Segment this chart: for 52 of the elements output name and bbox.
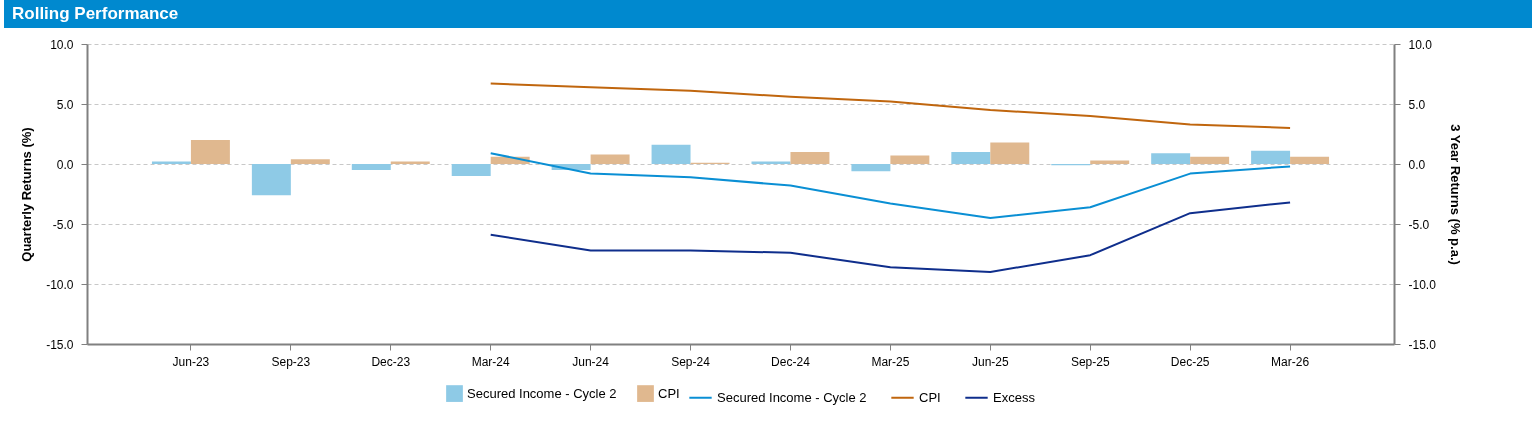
y-tick-label: -5.0 bbox=[52, 217, 74, 232]
x-tick-label: Dec-24 bbox=[771, 354, 811, 369]
x-tick-label: Sep-24 bbox=[671, 354, 711, 369]
x-tick-label: Jun-23 bbox=[172, 354, 210, 369]
line-series bbox=[489, 201, 1292, 273]
bar bbox=[890, 155, 930, 164]
bar bbox=[990, 142, 1030, 164]
y-tick-label: -10.0 bbox=[46, 277, 74, 292]
legend-label: CPI bbox=[919, 389, 941, 405]
y-axis-title: Quarterly Returns (%) bbox=[19, 127, 35, 262]
bar bbox=[1090, 160, 1130, 164]
legend-label: Secured Income - Cycle 2 bbox=[467, 385, 617, 401]
x-tick-label: Mar-24 bbox=[471, 354, 511, 369]
y2-axis-title: 3 Year Returns (% p.a.) bbox=[1447, 124, 1463, 265]
x-tick-label: Jun-24 bbox=[572, 354, 610, 369]
bar bbox=[290, 159, 330, 164]
y-tick-label: 10.0 bbox=[50, 37, 74, 52]
bar bbox=[1290, 156, 1330, 164]
legend-label: Secured Income - Cycle 2 bbox=[717, 389, 867, 405]
bar bbox=[790, 152, 830, 164]
y2-tick-label: -15.0 bbox=[1408, 337, 1437, 352]
bar bbox=[251, 164, 291, 196]
bar bbox=[1151, 153, 1191, 164]
y-tick-label: -15.0 bbox=[46, 337, 74, 352]
legend-label: Excess bbox=[993, 389, 1036, 405]
bar bbox=[651, 144, 691, 164]
y-tick-label: 0.0 bbox=[56, 157, 74, 172]
y2-tick-label: 0.0 bbox=[1408, 157, 1426, 172]
bar bbox=[851, 164, 891, 172]
bar bbox=[351, 164, 391, 170]
line-series bbox=[489, 152, 1292, 219]
x-tick-label: Dec-23 bbox=[371, 354, 411, 369]
bar bbox=[951, 152, 991, 164]
x-tick-label: Mar-25 bbox=[871, 354, 910, 369]
bar bbox=[1251, 150, 1291, 164]
x-tick-label: Jun-25 bbox=[971, 354, 1009, 369]
y2-tick-label: 10.0 bbox=[1408, 37, 1433, 52]
legend-label: CPI bbox=[658, 385, 680, 401]
y-tick-label: 5.0 bbox=[56, 97, 74, 112]
bar bbox=[1190, 156, 1230, 164]
bar bbox=[190, 140, 230, 164]
y2-tick-label: -10.0 bbox=[1408, 277, 1437, 292]
line-series bbox=[489, 82, 1292, 129]
x-tick-label: Sep-23 bbox=[271, 354, 311, 369]
x-tick-label: Sep-25 bbox=[1070, 354, 1110, 369]
bar bbox=[451, 164, 491, 176]
x-tick-label: Mar-26 bbox=[1271, 354, 1310, 369]
chart-title: Rolling Performance bbox=[4, 0, 1532, 28]
y2-tick-label: -5.0 bbox=[1408, 217, 1430, 232]
bar bbox=[590, 154, 630, 164]
x-tick-label: Dec-25 bbox=[1170, 354, 1210, 369]
y2-tick-label: 5.0 bbox=[1408, 97, 1426, 112]
